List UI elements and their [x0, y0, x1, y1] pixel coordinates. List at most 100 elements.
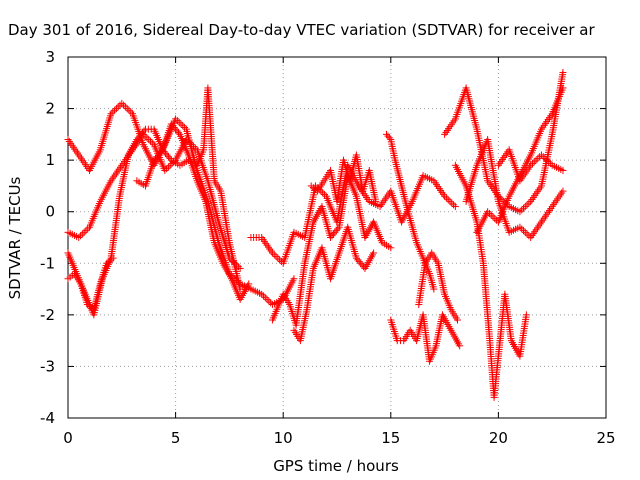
data-point [182, 136, 190, 144]
trace-marker [162, 149, 170, 157]
data-point [75, 234, 83, 241]
tick-labels: 0 5 10 15 20 25 -4 -3 -2 -1 0 1 2 3 [40, 48, 616, 447]
data-point [236, 264, 244, 272]
y-tick-label: -2 [40, 306, 55, 324]
trace-marker [166, 161, 174, 169]
trace-marker [112, 105, 120, 113]
trace-marker [181, 123, 189, 131]
trace-marker [331, 228, 339, 236]
trace-marker [328, 232, 336, 240]
data-point [441, 192, 449, 200]
trace-marker [154, 151, 162, 159]
trace-marker [174, 129, 182, 137]
trace-marker [136, 132, 144, 140]
data-point [268, 249, 276, 257]
trace-marker [175, 118, 183, 126]
trace-marker [329, 230, 337, 238]
trace-marker [334, 225, 342, 233]
trace-marker [177, 120, 185, 128]
data-point [387, 244, 395, 252]
trace-marker [267, 299, 275, 307]
data-point [245, 280, 253, 288]
trace-marker [354, 256, 362, 264]
trace-marker [82, 227, 90, 235]
trace-marker [450, 201, 458, 209]
data-point [454, 316, 462, 324]
trace-marker [357, 259, 365, 267]
trace-marker [164, 153, 172, 161]
data-point [133, 136, 141, 144]
trace-marker [186, 139, 194, 147]
data-point [236, 285, 244, 293]
trace-marker [160, 148, 168, 156]
trace-marker [446, 197, 454, 205]
trace-marker [140, 127, 148, 135]
x-tick-label: 5 [171, 429, 181, 447]
trace-marker [80, 228, 88, 236]
x-tick-label: 20 [489, 429, 508, 447]
trace-marker [153, 153, 161, 161]
trace-marker [355, 258, 363, 266]
trace-marker [276, 256, 284, 264]
y-tick-label: 0 [45, 203, 55, 221]
trace-marker [84, 225, 92, 233]
x-tick-label: 15 [381, 429, 400, 447]
trace-marker [385, 134, 393, 142]
trace-marker [184, 137, 192, 145]
x-tick-label: 25 [596, 429, 615, 447]
data-point [172, 115, 180, 123]
trace-marker [191, 144, 199, 152]
data-point [167, 120, 175, 128]
data-point [290, 275, 298, 283]
trace-marker [188, 141, 196, 149]
trace-marker [78, 230, 86, 238]
trace-marker [109, 108, 117, 116]
y-tick-label: -4 [40, 409, 55, 427]
y-tick-label: 3 [45, 48, 55, 66]
y-tick-label: -3 [40, 357, 55, 375]
data-point [109, 254, 117, 262]
trace-marker [270, 251, 278, 259]
data-point [107, 110, 115, 118]
trace-marker [179, 122, 187, 130]
trace-marker [127, 108, 135, 116]
data-point [352, 254, 360, 262]
trace-marker [320, 191, 328, 199]
y-tick-label: 1 [45, 151, 55, 169]
trace-marker [143, 134, 151, 142]
data-point [372, 197, 380, 205]
trace-marker [134, 134, 142, 142]
data-point [258, 290, 266, 298]
trace-marker [261, 294, 269, 302]
y-tick-label: -1 [40, 254, 55, 272]
trace-marker [263, 295, 271, 303]
data-points [64, 68, 567, 401]
trace-marker [259, 292, 267, 300]
trace-marker [123, 105, 131, 113]
trace-marker [164, 163, 172, 171]
trace-marker [172, 125, 180, 133]
trace-marker [137, 130, 145, 138]
x-tick-label: 0 [63, 429, 73, 447]
data-point [456, 342, 464, 350]
trace-marker [152, 154, 160, 162]
trace-marker [384, 132, 392, 140]
trace-marker [448, 199, 456, 207]
x-tick-label: 10 [274, 429, 293, 447]
trace-marker [265, 297, 273, 305]
trace-marker [114, 103, 122, 111]
trace-marker [145, 136, 153, 144]
trace-marker [332, 227, 340, 235]
trace-marker [163, 165, 171, 173]
data-point [159, 146, 167, 154]
trace-marker [442, 194, 450, 202]
trace-marker [173, 127, 181, 135]
data-point [370, 249, 378, 257]
trace-marker [148, 139, 156, 147]
trace-marker [170, 123, 178, 131]
data-point [150, 156, 158, 164]
data-point [161, 166, 169, 174]
data-point [451, 203, 459, 211]
